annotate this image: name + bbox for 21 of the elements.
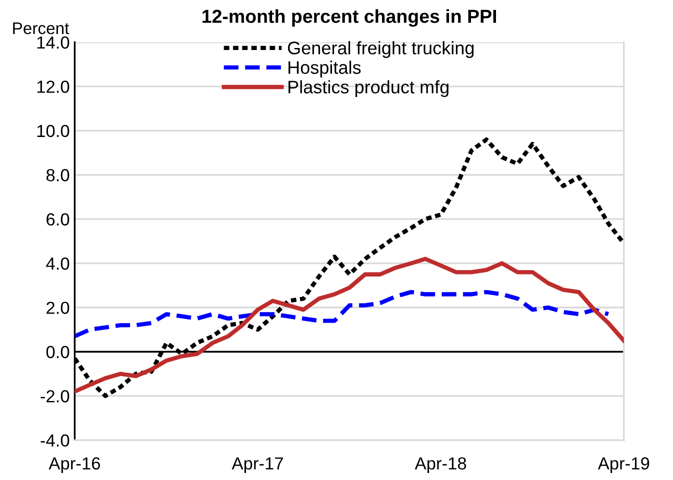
y-tick-label: 14.0: [37, 36, 70, 49]
line-series: [74, 256, 624, 394]
legend-label: General freight trucking: [288, 41, 474, 58]
y-axis-title: Percent: [13, 22, 70, 34]
x-tick-label: Apr-18: [414, 457, 466, 474]
y-tick-label: 0.0: [46, 346, 70, 358]
y-tick-label: 10.0: [37, 124, 70, 138]
y-tick-label: -4.0: [40, 434, 70, 447]
legend-label: Hospitals: [288, 60, 361, 78]
y-tick-label: 4.0: [46, 257, 70, 270]
chart-title: 12-month percent changes in PPI: [202, 9, 496, 27]
x-tick-label: Apr-16: [48, 457, 100, 474]
x-tick-label: Apr-17: [232, 457, 283, 474]
y-tick-label: 12.0: [37, 80, 70, 93]
y-tick-label: 8.0: [46, 169, 70, 182]
line-series: [74, 290, 610, 338]
y-tick-label: 2.0: [46, 302, 70, 314]
x-tick-label: Apr-19: [598, 457, 650, 474]
y-tick-label: 6.0: [46, 213, 70, 226]
y-tick-label: -2.0: [40, 390, 70, 402]
legend-label: Plastics product mfg: [288, 80, 448, 98]
